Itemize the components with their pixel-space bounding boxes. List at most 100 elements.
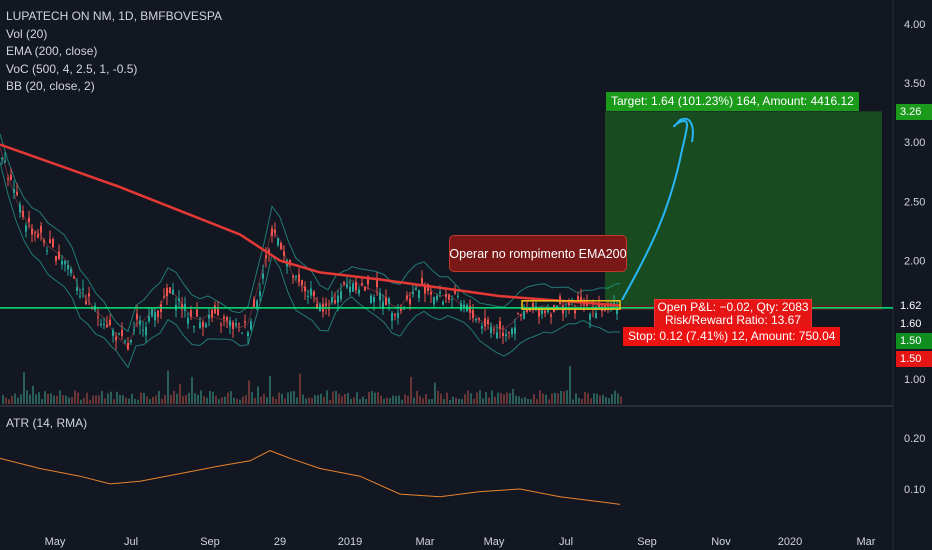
candle-body	[436, 295, 438, 300]
volume-bar	[311, 397, 313, 404]
candle-body	[139, 320, 141, 325]
candle-body	[127, 343, 129, 350]
volume-bar	[587, 393, 589, 404]
x-tick-label: Nov	[711, 536, 731, 548]
volume-bar	[368, 391, 370, 404]
candle-body	[82, 288, 84, 290]
candle-body	[55, 255, 57, 261]
candle-body	[52, 239, 54, 247]
volume-bar	[590, 398, 592, 404]
candle-body	[118, 333, 120, 335]
candle-body	[295, 275, 297, 277]
volume-bar	[239, 399, 241, 404]
volume-bar	[65, 395, 67, 404]
volume-bar	[446, 392, 448, 404]
volume-bar	[443, 399, 445, 404]
volume-bar	[347, 392, 349, 404]
volume-bar	[14, 393, 16, 404]
candle-body	[502, 332, 504, 336]
volume-bar	[128, 398, 130, 404]
candle-body	[22, 210, 24, 217]
x-tick-label: Sep	[637, 536, 657, 548]
candle-body	[412, 291, 414, 295]
volume-bar	[251, 391, 253, 404]
volume-bar	[74, 390, 76, 404]
candle-body	[226, 316, 228, 321]
atr-line	[0, 450, 621, 505]
bb-lower	[0, 162, 621, 369]
atr-pane	[0, 450, 621, 505]
volume-bar	[143, 392, 145, 404]
volume-bar	[545, 394, 547, 404]
candle-body	[442, 301, 444, 305]
volume-bar	[158, 390, 160, 404]
volume-bar	[113, 399, 115, 404]
x-tick-label: May	[484, 536, 505, 548]
candle-body	[241, 332, 243, 334]
consolidation-box	[521, 300, 621, 310]
volume-bar	[620, 396, 622, 404]
candle-body	[460, 303, 462, 311]
candle-body	[214, 305, 216, 314]
volume-bar	[53, 395, 55, 404]
volume-bar	[122, 395, 124, 404]
volume-bar	[50, 393, 52, 404]
volume-bar	[119, 395, 121, 404]
volume-bar	[452, 396, 454, 404]
candle-body	[535, 306, 537, 308]
volume-bar	[8, 399, 10, 404]
candles	[1, 152, 618, 351]
volume-bar	[440, 393, 442, 404]
target-label: Target: 1.64 (101.23%) 164, Amount: 4416…	[606, 92, 859, 111]
legend-voc[interactable]: VoC (500, 4, 2.5, 1, -0.5)	[6, 61, 138, 76]
volume-bar	[365, 398, 367, 404]
candle-body	[337, 295, 339, 303]
candle-body	[376, 279, 378, 288]
candle-body	[415, 288, 417, 290]
candle-body	[550, 314, 552, 317]
candle-body	[457, 295, 459, 297]
volume-bar	[572, 399, 574, 404]
candle-body	[499, 321, 501, 329]
volume-bar	[41, 399, 43, 404]
x-tick-label: May	[45, 536, 66, 548]
candle-body	[73, 276, 75, 279]
candle-body	[274, 229, 276, 234]
candle-body	[616, 306, 618, 315]
candle-body	[370, 295, 372, 303]
legend-bb[interactable]: BB (20, close, 2)	[6, 79, 95, 93]
candle-body	[76, 287, 78, 291]
volume-bar	[131, 393, 133, 404]
candle-body	[595, 312, 597, 319]
candle-body	[85, 300, 87, 305]
candle-body	[277, 238, 279, 246]
candle-body	[181, 304, 183, 310]
candle-body	[46, 250, 48, 252]
candle-body	[475, 318, 477, 321]
candle-body	[58, 251, 60, 260]
atr-legend[interactable]: ATR (14, RMA)	[6, 416, 88, 430]
volume-bar	[395, 396, 397, 404]
volume-bar	[389, 397, 391, 404]
candle-body	[304, 286, 306, 292]
candle-body	[136, 313, 138, 320]
candle-body	[67, 265, 69, 270]
idea-callout[interactable]: Operar no rompimento EMA200	[449, 235, 627, 272]
volume-bar	[593, 393, 595, 404]
volume-bar	[434, 382, 436, 404]
candle-body	[157, 310, 159, 317]
last-price-tag: 1.62	[896, 298, 932, 314]
volume-bar	[137, 399, 139, 404]
volume-bar	[215, 395, 217, 404]
volume-bar	[230, 390, 232, 404]
volume-bar	[497, 392, 499, 404]
candle-body	[388, 298, 390, 304]
legend-ema[interactable]: EMA (200, close)	[6, 44, 98, 58]
candle-body	[61, 260, 63, 265]
candle-body	[208, 314, 210, 319]
legend-volume[interactable]: Vol (20)	[6, 26, 48, 41]
volume-bar	[221, 397, 223, 404]
volume-bar	[455, 397, 457, 404]
candle-body	[514, 327, 516, 334]
